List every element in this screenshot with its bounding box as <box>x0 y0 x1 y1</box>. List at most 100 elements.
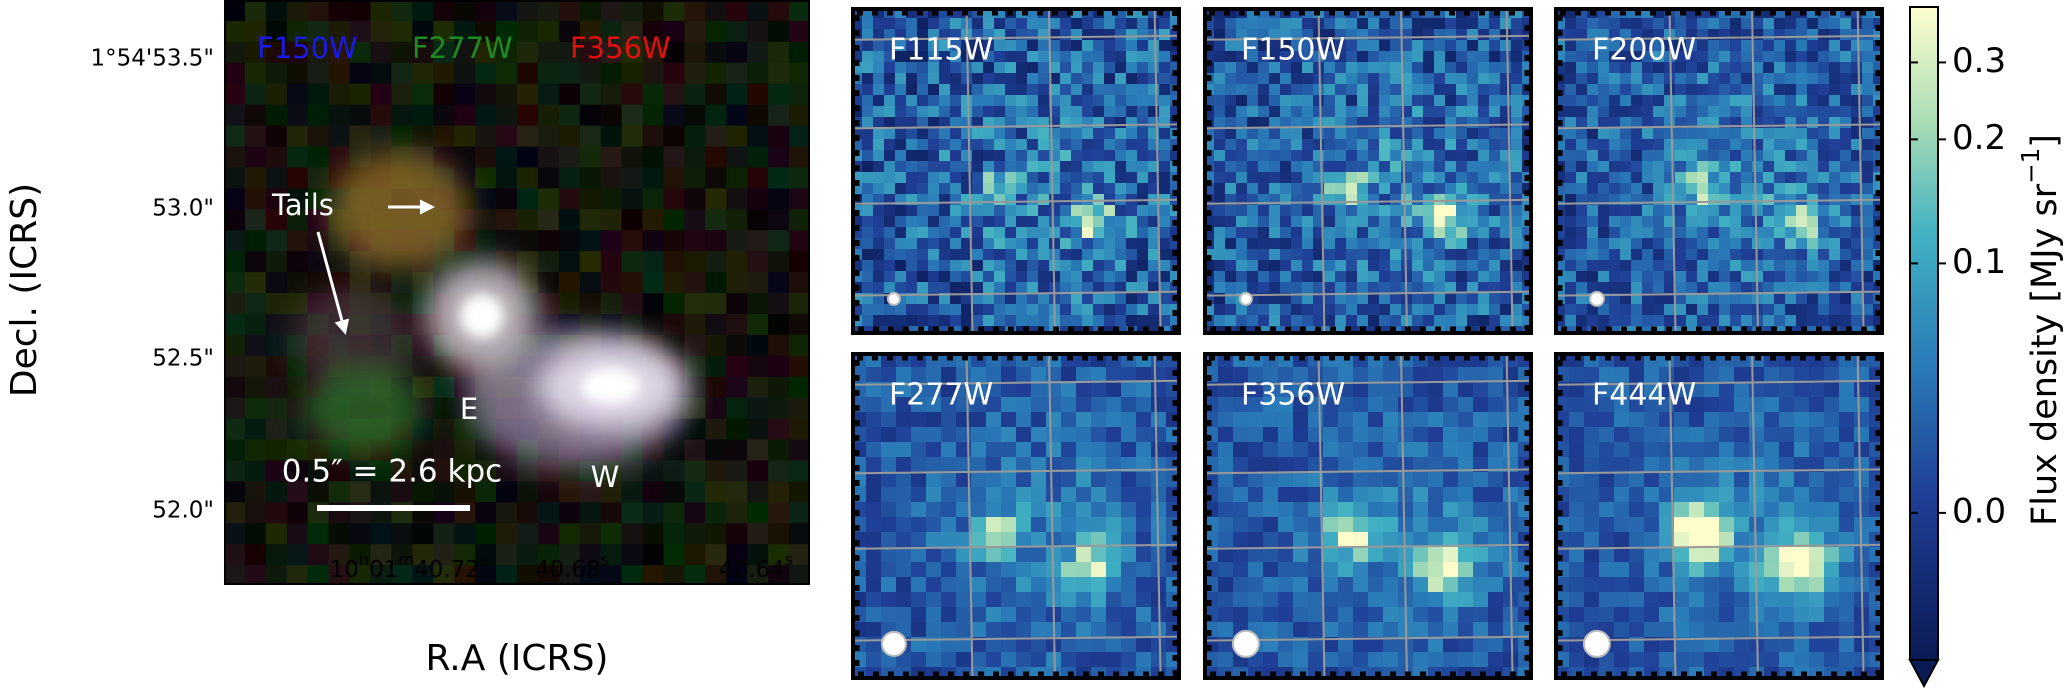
image-pixel <box>391 272 414 294</box>
image-pixel <box>1704 412 1720 428</box>
image-pixel <box>1091 397 1107 413</box>
image-pixel <box>983 304 995 316</box>
image-pixel <box>349 62 372 85</box>
image-pixel <box>1829 128 1841 140</box>
image-pixel <box>1001 472 1017 488</box>
image-pixel <box>1093 260 1105 272</box>
image-pixel <box>1730 260 1742 272</box>
image-pixel <box>1752 95 1764 107</box>
image-pixel <box>1609 117 1621 129</box>
image-pixel <box>1136 622 1152 638</box>
image-pixel <box>1730 139 1742 151</box>
image-pixel <box>895 282 907 294</box>
image-pixel <box>1642 216 1654 228</box>
image-pixel <box>1620 150 1632 162</box>
image-pixel <box>1136 577 1152 593</box>
image-pixel <box>1629 472 1645 488</box>
image-pixel <box>1082 227 1094 239</box>
image-pixel <box>1225 117 1237 129</box>
image-pixel <box>1478 227 1490 239</box>
image-pixel <box>881 382 897 398</box>
image-pixel <box>873 315 885 327</box>
image-pixel <box>1413 427 1429 443</box>
image-pixel <box>1809 472 1825 488</box>
image-pixel <box>1121 502 1137 518</box>
image-pixel <box>1428 637 1444 653</box>
image-pixel <box>1159 304 1171 316</box>
image-pixel <box>1076 652 1092 668</box>
image-pixel <box>961 73 973 85</box>
image-pixel <box>1335 282 1347 294</box>
image-pixel <box>1412 194 1424 206</box>
image-pixel <box>1170 271 1181 283</box>
image-pixel <box>1368 95 1380 107</box>
image-pixel <box>1076 622 1092 638</box>
image-pixel <box>1357 40 1369 52</box>
image-pixel <box>1104 139 1116 151</box>
image-pixel <box>1689 607 1705 623</box>
image-pixel <box>1873 315 1884 327</box>
image-pixel <box>663 293 686 315</box>
image-pixel <box>1046 472 1062 488</box>
image-pixel <box>1151 412 1167 428</box>
image-pixel <box>1423 117 1435 129</box>
image-pixel <box>1076 442 1092 458</box>
image-pixel <box>1076 562 1092 578</box>
image-pixel <box>983 282 995 294</box>
image-pixel <box>1060 73 1072 85</box>
image-pixel <box>1854 517 1870 533</box>
image-pixel <box>1734 652 1750 668</box>
image-pixel <box>1368 73 1380 85</box>
image-pixel <box>956 427 972 443</box>
image-pixel <box>1774 172 1786 184</box>
image-pixel <box>939 51 951 63</box>
image-pixel <box>307 83 330 106</box>
image-pixel <box>1104 62 1116 74</box>
image-pixel <box>971 532 987 548</box>
image-pixel <box>1335 95 1347 107</box>
image-pixel <box>1873 139 1884 151</box>
image-pixel <box>1293 412 1309 428</box>
image-pixel <box>1664 128 1676 140</box>
image-pixel <box>1383 547 1399 563</box>
image-pixel <box>1445 304 1457 316</box>
image-pixel <box>726 188 749 211</box>
image-pixel <box>1060 62 1072 74</box>
image-pixel <box>1082 18 1094 30</box>
coordinate-grid <box>1203 468 1533 475</box>
image-pixel <box>1368 622 1384 638</box>
image-pixel <box>1104 249 1116 261</box>
image-pixel <box>1335 216 1347 228</box>
image-pixel <box>789 313 810 336</box>
image-pixel <box>956 547 972 563</box>
image-pixel <box>1807 161 1819 173</box>
image-pixel <box>961 260 973 272</box>
image-pixel <box>1565 260 1577 272</box>
image-pixel <box>1291 260 1303 272</box>
image-pixel <box>1851 227 1863 239</box>
image-pixel <box>1338 592 1354 608</box>
image-pixel <box>1233 577 1249 593</box>
image-pixel <box>349 565 372 585</box>
image-pixel <box>1137 29 1149 41</box>
image-pixel <box>1413 592 1429 608</box>
image-pixel <box>663 209 686 232</box>
image-pixel <box>286 104 309 127</box>
image-pixel <box>1689 502 1705 518</box>
image-pixel <box>1324 117 1336 129</box>
image-pixel <box>1049 205 1061 217</box>
image-pixel <box>1752 40 1764 52</box>
image-pixel <box>1049 128 1061 140</box>
image-pixel <box>1031 472 1047 488</box>
image-pixel <box>1708 84 1720 96</box>
filter-label: F277W <box>889 378 993 413</box>
image-pixel <box>1016 227 1028 239</box>
image-pixel <box>1368 7 1380 19</box>
image-pixel <box>1708 128 1720 140</box>
image-pixel <box>1031 607 1047 623</box>
image-pixel <box>1218 622 1234 638</box>
image-pixel <box>1428 487 1444 503</box>
image-pixel <box>1631 194 1643 206</box>
image-pixel <box>1719 238 1731 250</box>
image-pixel <box>1653 73 1665 85</box>
